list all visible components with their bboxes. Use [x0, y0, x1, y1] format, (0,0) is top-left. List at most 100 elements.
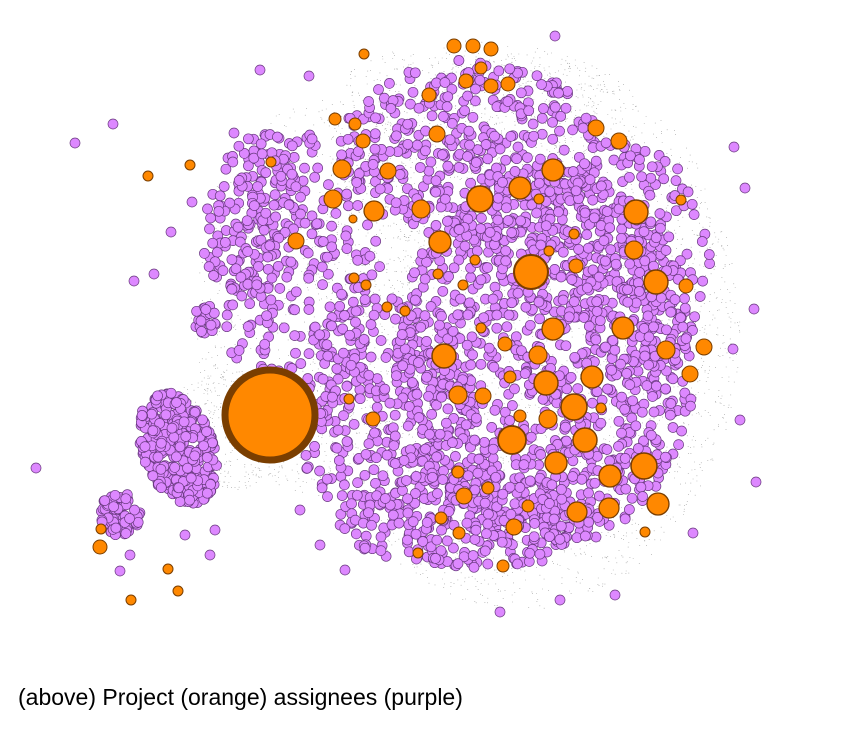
assignee-node — [447, 437, 458, 448]
assignee-node — [492, 214, 504, 226]
assignee-node — [638, 435, 649, 447]
assignee-node — [448, 262, 460, 274]
assignee-node — [208, 270, 219, 281]
assignee-node — [198, 440, 209, 452]
assignee-node — [669, 294, 681, 305]
assignee-node — [381, 449, 393, 461]
assignee-node — [350, 305, 362, 317]
project-node — [360, 279, 372, 291]
assignee-node — [152, 451, 164, 463]
project-node — [332, 159, 352, 179]
assignee-node — [536, 79, 547, 90]
assignee-node — [518, 459, 530, 470]
assignee-node — [306, 228, 318, 240]
project-node — [434, 511, 448, 525]
assignee-node — [394, 169, 406, 180]
assignee-node — [171, 397, 182, 408]
assignee-node — [607, 335, 619, 346]
assignee-node — [459, 105, 470, 117]
assignee-node — [558, 144, 570, 156]
assignee-node — [663, 231, 675, 243]
project-node — [572, 427, 598, 453]
assignee-node — [411, 388, 423, 400]
assignee-node — [587, 397, 598, 409]
assignee-node — [679, 302, 691, 314]
assignee-node — [203, 261, 215, 272]
project-node — [587, 119, 605, 137]
project-node — [379, 162, 397, 180]
assignee-node — [201, 487, 213, 499]
project-node — [428, 230, 452, 254]
assignee-node — [484, 226, 496, 238]
project-node — [431, 343, 457, 369]
assignee-node — [128, 275, 140, 287]
assignee-node — [316, 261, 328, 273]
assignee-node — [110, 522, 122, 534]
assignee-node — [365, 319, 377, 330]
assignee-node — [567, 124, 578, 136]
assignee-node — [336, 149, 347, 161]
assignee-node — [289, 304, 300, 316]
project-node — [678, 278, 694, 294]
assignee-node — [124, 513, 135, 524]
assignee-node — [146, 408, 158, 420]
assignee-node — [592, 512, 603, 523]
project-node — [162, 563, 174, 575]
assignee-node — [613, 415, 625, 427]
assignee-node — [452, 558, 464, 569]
assignee-node — [393, 517, 405, 529]
project-node — [465, 38, 481, 54]
assignee-node — [613, 440, 624, 452]
assignee-node — [363, 507, 374, 519]
assignee-node — [124, 549, 136, 561]
project-node — [432, 268, 444, 280]
assignee-node — [491, 322, 503, 334]
assignee-node — [504, 63, 516, 75]
assignee-node — [670, 175, 682, 186]
assignee-node — [572, 383, 584, 394]
assignee-node — [661, 324, 672, 336]
assignee-node — [561, 383, 573, 395]
assignee-node — [739, 182, 751, 194]
assignee-node — [546, 479, 558, 491]
assignee-node — [554, 533, 566, 545]
assignee-node — [197, 414, 208, 426]
assignee-node — [544, 498, 555, 509]
assignee-node — [316, 482, 328, 494]
assignee-node — [453, 254, 465, 266]
assignee-node — [402, 534, 413, 546]
assignee-node — [483, 508, 494, 520]
assignee-node — [303, 348, 315, 359]
assignee-node — [677, 321, 689, 333]
assignee-node — [413, 357, 424, 368]
assignee-node — [461, 517, 473, 529]
assignee-node — [211, 246, 223, 258]
assignee-node — [619, 403, 631, 415]
assignee-node — [576, 473, 588, 485]
assignee-node — [366, 269, 378, 281]
assignee-node — [587, 194, 599, 206]
assignee-node — [500, 255, 512, 267]
assignee-node — [232, 221, 244, 233]
assignee-node — [560, 421, 571, 433]
assignee-node — [505, 508, 517, 520]
assignee-node — [514, 482, 526, 493]
assignee-node — [380, 352, 392, 363]
assignee-node — [235, 271, 247, 283]
assignee-node — [417, 536, 429, 547]
assignee-node — [660, 383, 671, 395]
assignee-node — [174, 496, 186, 507]
assignee-node — [309, 441, 320, 452]
assignee-node — [494, 606, 506, 618]
assignee-node — [413, 412, 425, 423]
assignee-node — [593, 490, 605, 502]
assignee-node — [266, 272, 278, 284]
project-node — [365, 411, 381, 427]
assignee-node — [233, 175, 245, 186]
assignee-node — [148, 268, 160, 280]
assignee-node — [579, 158, 590, 170]
assignee-node — [599, 255, 611, 267]
assignee-node — [490, 471, 502, 483]
assignee-node — [332, 424, 344, 436]
assignee-node — [728, 141, 740, 153]
